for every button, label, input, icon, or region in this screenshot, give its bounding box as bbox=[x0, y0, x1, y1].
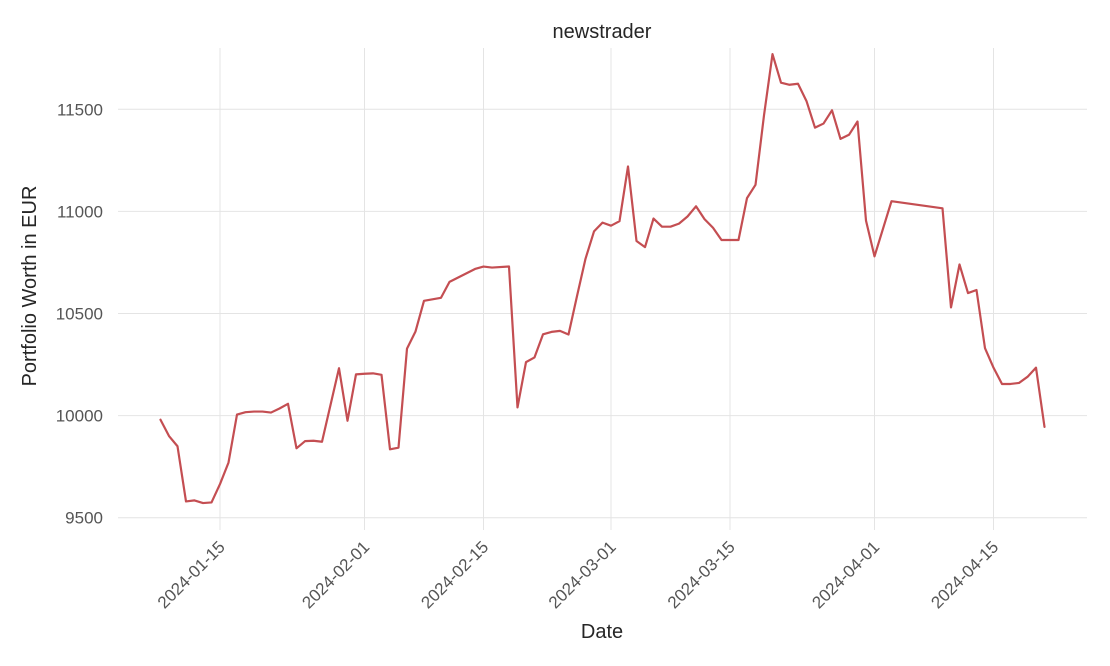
y-tick-label: 10000 bbox=[56, 407, 103, 426]
y-tick-label: 11500 bbox=[57, 100, 103, 119]
x-axis-label: Date bbox=[581, 621, 623, 643]
y-tick-label: 10500 bbox=[56, 305, 103, 324]
y-tick-labels: 9500 10000 10500 11000 11500 bbox=[56, 100, 103, 527]
series-line bbox=[161, 54, 1045, 503]
x-tick-label: 2024-04-15 bbox=[927, 537, 1002, 612]
x-tick-labels: 2024-01-15 2024-02-01 2024-02-15 2024-03-01… bbox=[154, 537, 1002, 612]
x-tick-label: 2024-03-15 bbox=[664, 537, 739, 612]
x-tick-label: 2024-03-01 bbox=[545, 537, 620, 612]
series-group bbox=[161, 54, 1045, 503]
x-tick-label: 2024-02-01 bbox=[298, 537, 373, 612]
chart-title: newstrader bbox=[553, 21, 652, 43]
x-tick-label: 2024-02-15 bbox=[417, 537, 492, 612]
grid bbox=[118, 48, 1087, 530]
y-axis-label: Portfolio Worth in EUR bbox=[19, 186, 41, 387]
y-tick-label: 11000 bbox=[57, 202, 103, 221]
y-tick-label: 9500 bbox=[65, 509, 103, 528]
x-tick-label: 2024-04-01 bbox=[808, 537, 883, 612]
x-tick-label: 2024-01-15 bbox=[154, 537, 229, 612]
